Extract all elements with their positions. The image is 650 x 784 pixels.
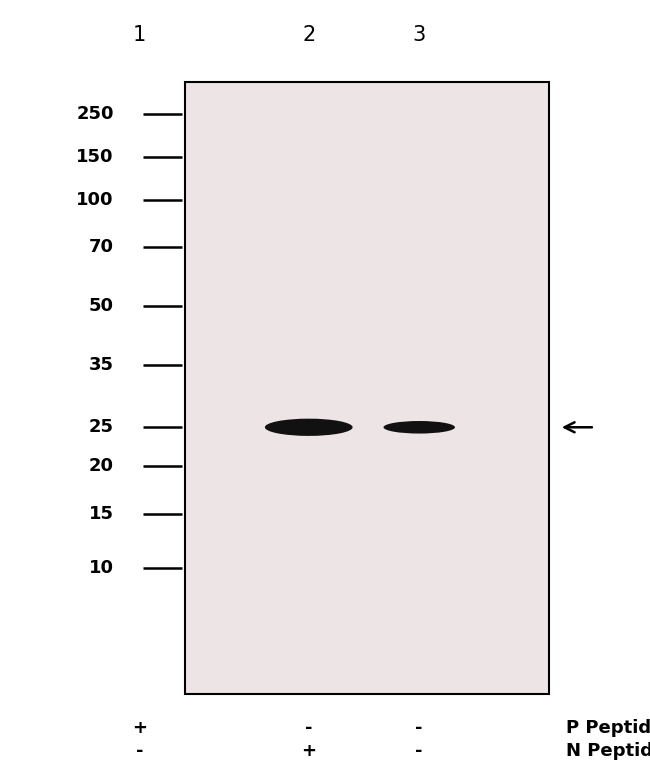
Text: +: + bbox=[132, 719, 148, 736]
Text: 10: 10 bbox=[89, 560, 114, 577]
Text: 50: 50 bbox=[89, 297, 114, 314]
Text: 2: 2 bbox=[302, 25, 315, 45]
Text: -: - bbox=[305, 719, 313, 736]
Text: +: + bbox=[301, 742, 317, 760]
Text: N Peptide: N Peptide bbox=[566, 742, 650, 760]
Text: -: - bbox=[136, 742, 144, 760]
Text: P Peptide: P Peptide bbox=[566, 719, 650, 736]
Text: 20: 20 bbox=[89, 458, 114, 475]
Text: -: - bbox=[415, 742, 423, 760]
Text: 25: 25 bbox=[89, 419, 114, 436]
Text: 250: 250 bbox=[76, 105, 114, 122]
Ellipse shape bbox=[384, 421, 455, 434]
Text: -: - bbox=[415, 719, 423, 736]
Text: 100: 100 bbox=[76, 191, 114, 209]
Text: 70: 70 bbox=[89, 238, 114, 256]
Text: 150: 150 bbox=[76, 148, 114, 165]
Text: 3: 3 bbox=[413, 25, 426, 45]
Bar bbox=[185, 82, 549, 694]
Text: 35: 35 bbox=[89, 356, 114, 373]
Text: 1: 1 bbox=[133, 25, 146, 45]
Ellipse shape bbox=[265, 419, 352, 436]
Text: 15: 15 bbox=[89, 505, 114, 522]
